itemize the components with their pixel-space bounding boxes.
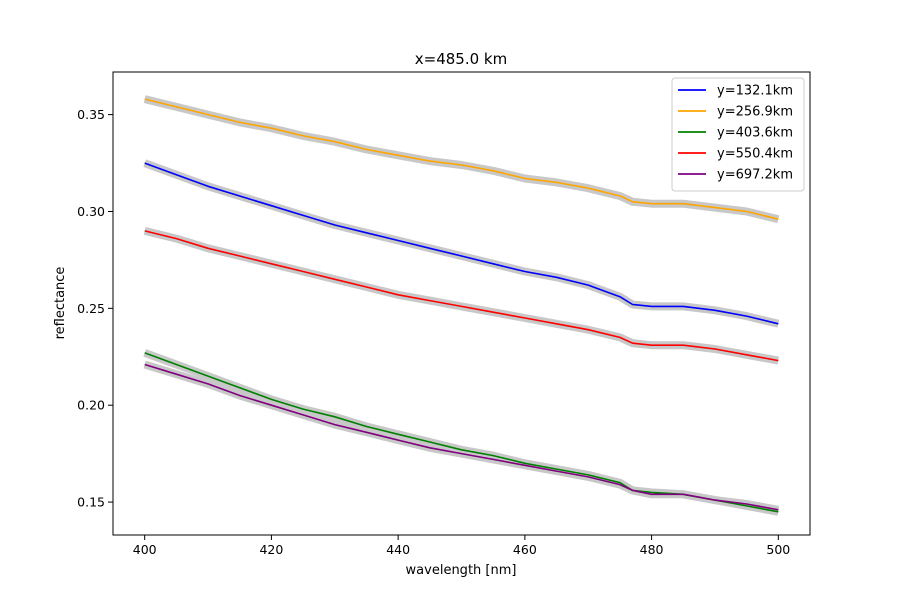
series-lines — [144, 98, 779, 513]
plot-frame — [112, 71, 811, 536]
x-tick-label: 420 — [259, 542, 283, 557]
x-tick-label: 440 — [386, 542, 410, 557]
y-axis: 0.15 0.20 0.25 0.30 0.35 — [77, 107, 113, 510]
legend-label-1: y=132.1km — [717, 84, 793, 99]
x-tick-label: 480 — [640, 542, 664, 557]
legend: y=132.1km y=256.9km y=403.6km y=550.4km y=69… — [671, 77, 805, 192]
chart-title: x=485.0 km — [415, 50, 507, 68]
y-tick-label: 0.15 — [77, 495, 105, 510]
x-tick-label: 500 — [766, 542, 790, 557]
legend-label-4: y=550.4km — [717, 147, 793, 162]
x-tick-label: 400 — [133, 542, 157, 557]
y-tick-label: 0.20 — [77, 398, 105, 413]
series-line-1 — [144, 162, 779, 325]
y-tick-label: 0.35 — [77, 107, 105, 122]
series-line-3 — [144, 352, 779, 513]
uncertainty-band-3 — [143, 349, 780, 516]
x-axis-label: wavelength [nm] — [406, 563, 517, 578]
series-line-2 — [144, 98, 779, 220]
y-tick-label: 0.30 — [77, 204, 105, 219]
y-tick-label: 0.25 — [77, 301, 105, 316]
legend-box — [671, 77, 805, 192]
uncertainty-band-4 — [143, 227, 780, 365]
series-line-4 — [144, 230, 779, 362]
legend-label-5: y=697.2km — [717, 168, 793, 183]
x-axis: 400 420 440 460 480 500 — [133, 535, 790, 557]
legend-label-2: y=256.9km — [717, 105, 793, 120]
legend-label-3: y=403.6km — [717, 126, 793, 141]
x-tick-label: 460 — [513, 542, 537, 557]
y-axis-label: reflectance — [53, 267, 68, 340]
series-line-5 — [144, 363, 779, 511]
